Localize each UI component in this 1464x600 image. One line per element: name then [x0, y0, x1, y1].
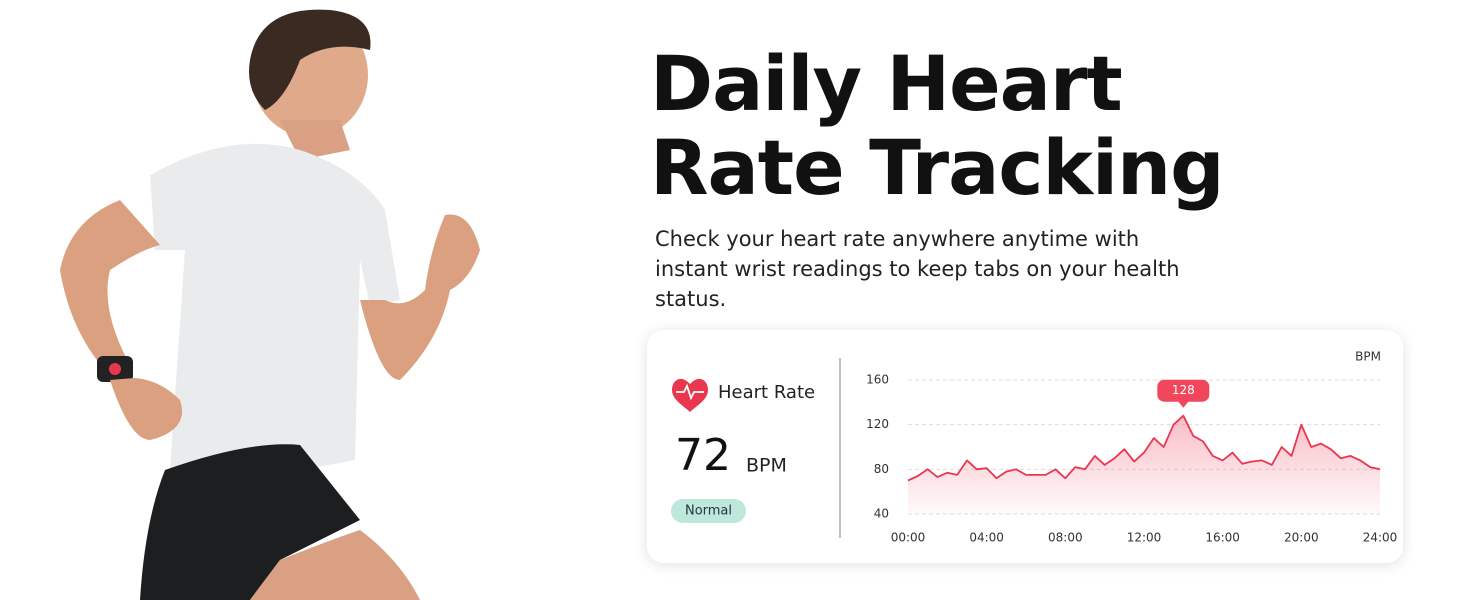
- y-tick-label: 120: [866, 417, 889, 431]
- x-tick-label: 12:00: [1127, 531, 1162, 545]
- status-pill: [671, 499, 746, 523]
- x-tick-label: 00:00: [891, 531, 926, 545]
- runner-illustration: [60, 9, 480, 600]
- y-tick-label: 80: [874, 462, 889, 476]
- x-tick-label: 20:00: [1284, 531, 1319, 545]
- subtitle: Check your heart rate anywhere anytime w…: [655, 227, 1180, 311]
- card-label: Heart Rate: [718, 382, 815, 403]
- area-fill: [908, 415, 1380, 514]
- x-tick-label: 08:00: [1048, 531, 1083, 545]
- y-tick-label: 160: [866, 373, 889, 387]
- status-label: Normal: [685, 504, 732, 519]
- x-tick-label: 24:00: [1363, 531, 1398, 545]
- heart-rate-unit: BPM: [746, 455, 787, 477]
- peak-label: 128: [1172, 383, 1195, 397]
- heart-rate-card: [647, 330, 1403, 563]
- x-tick-label: 04:00: [969, 531, 1004, 545]
- heart-rate-line: [907, 414, 1381, 482]
- title: Daily Heart Rate Tracking: [650, 39, 1225, 212]
- y-axis-label: BPM: [1355, 350, 1381, 364]
- heart-rate-value: 72: [675, 430, 731, 481]
- y-tick-label: 40: [874, 507, 889, 521]
- peak-callout: [1157, 379, 1210, 408]
- pulse-icon: [676, 383, 704, 401]
- x-tick-label: 16:00: [1205, 531, 1240, 545]
